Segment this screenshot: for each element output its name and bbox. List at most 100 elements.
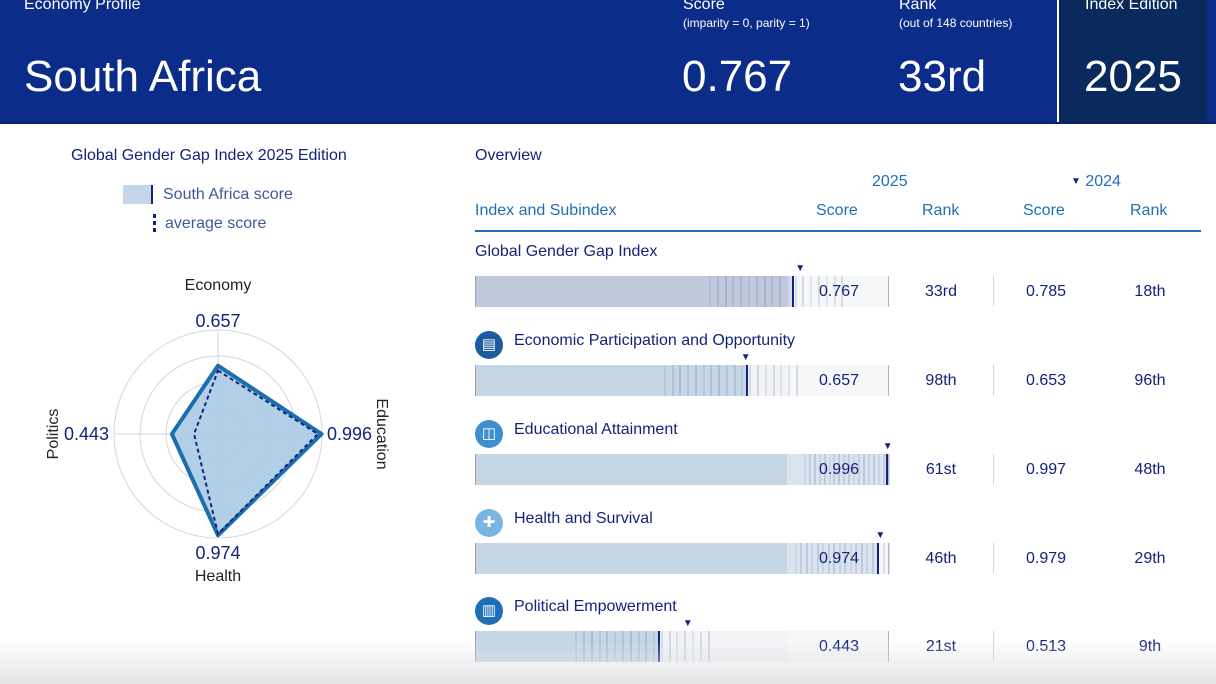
distribution-tick [833, 543, 836, 574]
row-prev-rank: 96th [1134, 372, 1166, 389]
book-icon: ◫ [475, 420, 503, 448]
radar-series-country [169, 363, 324, 538]
distribution-tick [853, 454, 856, 485]
overview-title: Overview [475, 147, 542, 164]
distribution-tick [858, 454, 861, 485]
col-prev-rank-header: Rank [1130, 202, 1168, 219]
row-score: 0.767 [818, 283, 859, 300]
distribution-tick [741, 365, 744, 396]
row-score: 0.996 [818, 461, 859, 478]
year-current: 2025 [872, 173, 908, 190]
row-title: Health and Survival [514, 510, 653, 527]
score-bar [475, 276, 888, 307]
distribution-tick [671, 365, 674, 396]
row-rank: 21st [925, 638, 957, 655]
down-triangle-icon: ▼ [1071, 176, 1081, 187]
row-prev-score: 0.785 [1025, 283, 1067, 300]
score-value: 0.767 [682, 52, 793, 101]
distribution-tick [823, 454, 826, 485]
distribution-tick [668, 631, 671, 662]
bar-end-line [888, 631, 889, 662]
score-marker [746, 365, 749, 396]
distribution-tick [805, 543, 808, 574]
parliament-icon: ▥ [475, 597, 503, 625]
row-score: 0.443 [818, 638, 859, 655]
row-score: 0.657 [818, 372, 859, 389]
bar-start-line [475, 631, 476, 662]
header-subtitle: Economy Profile [24, 0, 141, 13]
distribution-tick [860, 543, 863, 574]
value-label-health: 0.974 [195, 543, 240, 563]
row-prev-rank: 48th [1134, 461, 1166, 478]
distribution-band [786, 365, 888, 396]
score-marker [657, 631, 660, 662]
distribution-tick [838, 543, 841, 574]
distribution-tick [803, 454, 806, 485]
distribution-tick [710, 365, 713, 396]
distribution-tick [788, 365, 791, 396]
distribution-tick [748, 276, 751, 307]
radar-chart: Economy Education Health Politics 0.657 … [45, 277, 390, 585]
distribution-tick [813, 454, 816, 485]
row-prev-score: 0.653 [1025, 372, 1067, 389]
distribution-tick [740, 276, 743, 307]
distribution-tick [878, 454, 881, 485]
legend-average-score: average score [165, 215, 267, 232]
distribution-tick [810, 276, 813, 307]
distribution-tick [802, 276, 805, 307]
row-rank: 46th [925, 550, 957, 567]
distribution-tick [825, 276, 828, 307]
column-separator [993, 276, 994, 306]
distribution-tick [749, 365, 752, 396]
score-marker [877, 543, 880, 574]
score-marker [886, 454, 889, 485]
column-separator [993, 631, 994, 661]
distribution-tick [763, 276, 766, 307]
score-note: (imparity = 0, parity = 1) [683, 16, 810, 30]
distribution-tick [843, 454, 846, 485]
column-separator [993, 365, 994, 395]
distribution-tick [827, 543, 830, 574]
axis-label-education: Education [373, 398, 390, 469]
bar-end-line [888, 543, 889, 574]
distribution-tick [645, 631, 648, 662]
distribution-tick [772, 365, 775, 396]
legend-country-score: South Africa score [163, 186, 293, 203]
axis-label-health: Health [195, 568, 241, 585]
distribution-band [786, 454, 888, 485]
distribution-tick [709, 276, 712, 307]
rank-note: (out of 148 countries) [899, 16, 1013, 30]
distribution-tick [707, 631, 710, 662]
distribution-tick [849, 543, 852, 574]
col-score-header: Score [816, 202, 858, 219]
rank-value: 33rd [898, 52, 987, 101]
distribution-tick [733, 365, 736, 396]
row-prev-rank: 29th [1134, 550, 1166, 567]
distribution-tick [863, 454, 866, 485]
distribution-tick [755, 276, 758, 307]
distribution-tick [818, 276, 820, 307]
score-marker [791, 276, 794, 307]
previous-score-marker-icon: ▼ [882, 441, 893, 452]
distribution-tick [653, 631, 656, 662]
year-previous: 2024 [1085, 173, 1121, 190]
distribution-tick [794, 276, 797, 307]
distribution-tick [828, 454, 831, 485]
distribution-tick [833, 276, 836, 307]
legend-score-swatch [123, 185, 151, 204]
score-bar-fill [475, 365, 747, 396]
bar-start-line [475, 543, 476, 574]
row-prev-score: 0.513 [1025, 638, 1067, 655]
distribution-tick [622, 631, 624, 662]
row-rank: 61st [925, 461, 957, 478]
value-label-economy: 0.657 [195, 311, 240, 331]
distribution-band [786, 276, 888, 307]
distribution-tick [764, 365, 767, 396]
distribution-tick [679, 365, 682, 396]
score-bar [475, 454, 890, 485]
distribution-tick [598, 631, 601, 662]
distribution-tick [779, 276, 782, 307]
bar-end-line [888, 276, 889, 307]
year-previous-group: ▼ 2024 [1071, 173, 1121, 191]
distribution-tick [691, 631, 694, 662]
